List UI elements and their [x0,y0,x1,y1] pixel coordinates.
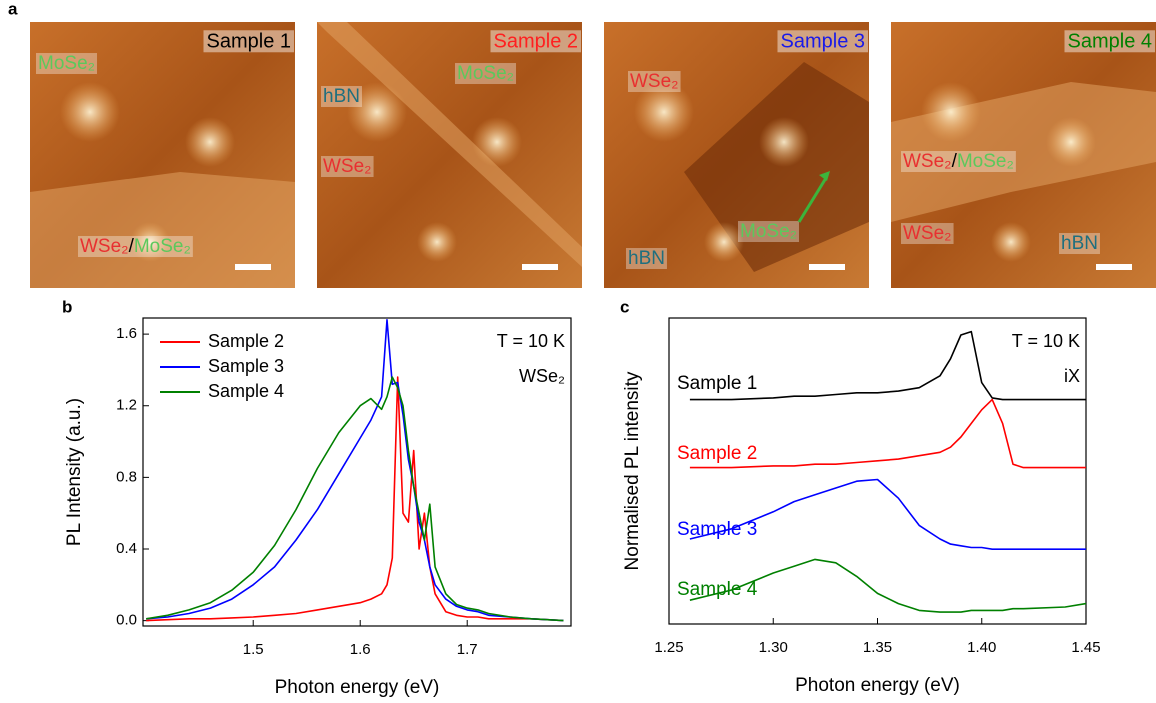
scale-bar [809,264,845,270]
y-tick-label: 0.0 [116,612,137,629]
x-axis-title: Photon energy (eV) [795,675,960,696]
annotation: iX [1064,366,1080,386]
y-tick-label: 0.8 [116,468,137,485]
image-label: hBN [323,86,360,107]
series-label: Sample 3 [677,519,757,540]
label-part: WSe₂ [903,151,952,172]
image-label: hBN [1061,233,1098,254]
afm-image: Sample 2 hBN MoSe₂ WSe₂ [317,22,582,288]
annotation: T = 10 K [1012,331,1080,351]
page: abcSample 1MoSe₂WSe₂/MoSe₂Sample 2hBNMoS… [0,0,1156,703]
scale-bar [235,264,271,270]
label-part: hBN [628,248,665,269]
afm-spot [185,117,235,167]
image-title: Sample 1 [207,30,292,52]
image-label: hBN [628,248,665,269]
afm-spot [60,82,120,142]
x-tick-label: 1.25 [654,639,683,656]
series-label: Sample 2 [677,443,757,464]
panel-label: a [8,0,18,18]
annotation: WSe₂ [519,366,565,386]
label-part: MoSe₂ [134,236,191,257]
label-part: MoSe₂ [957,151,1014,172]
image-label: WSe₂/MoSe₂ [903,151,1014,172]
x-tick-label: 1.45 [1071,639,1100,656]
legend-label: Sample 4 [208,381,284,401]
y-tick-label: 1.2 [116,397,137,414]
image-label: WSe₂/MoSe₂ [80,236,191,257]
annotation: T = 10 K [497,331,565,351]
label-part: MoSe₂ [740,221,797,242]
x-axis-title: Photon energy (eV) [275,677,440,698]
scale-bar [1096,264,1132,270]
scale-bar [522,264,558,270]
legend-label: Sample 3 [208,356,284,376]
image-title: Sample 2 [494,30,579,52]
x-tick-label: 1.5 [243,641,264,658]
label-part: MoSe₂ [38,53,95,74]
label-part: WSe₂ [323,156,372,177]
panel-label: c [620,297,629,316]
legend-label: Sample 2 [208,331,284,351]
image-title: Sample 4 [1068,30,1153,52]
x-tick-label: 1.7 [457,641,478,658]
afm-spot [1046,117,1096,167]
afm-spot [991,222,1031,262]
afm-spot [759,117,809,167]
panel-label: b [62,297,72,316]
y-tick-label: 1.6 [116,325,137,342]
y-axis-title: Normalised PL intensity [622,371,643,570]
series-line [146,377,563,620]
image-label: WSe₂ [630,71,679,92]
image-label: MoSe₂ [38,53,95,74]
image-title: Sample 3 [781,30,866,52]
image-label: MoSe₂ [740,221,797,242]
x-tick-label: 1.35 [863,639,892,656]
x-tick-label: 1.6 [350,641,371,658]
label-part: MoSe₂ [457,63,514,84]
series-label: Sample 1 [677,373,757,394]
label-part: WSe₂ [903,223,952,244]
afm-image: Sample 3 WSe₂ hBN MoSe₂ [604,22,869,288]
afm-spot [417,222,457,262]
series-label: Sample 4 [677,579,758,600]
label-part: WSe₂ [80,236,129,257]
afm-spot [921,82,981,142]
label-part: WSe₂ [630,71,679,92]
x-tick-label: 1.30 [759,639,788,656]
label-part: hBN [1061,233,1098,254]
image-label: MoSe₂ [457,63,514,84]
image-label: WSe₂ [323,156,372,177]
figure: abcSample 1MoSe₂WSe₂/MoSe₂Sample 2hBNMoS… [0,0,1156,703]
y-tick-label: 0.4 [116,540,137,557]
afm-spot [472,117,522,167]
x-tick-label: 1.40 [967,639,996,656]
label-part: hBN [323,86,360,107]
image-label: WSe₂ [903,223,952,244]
y-axis-title: PL Intensity (a.u.) [64,398,85,546]
